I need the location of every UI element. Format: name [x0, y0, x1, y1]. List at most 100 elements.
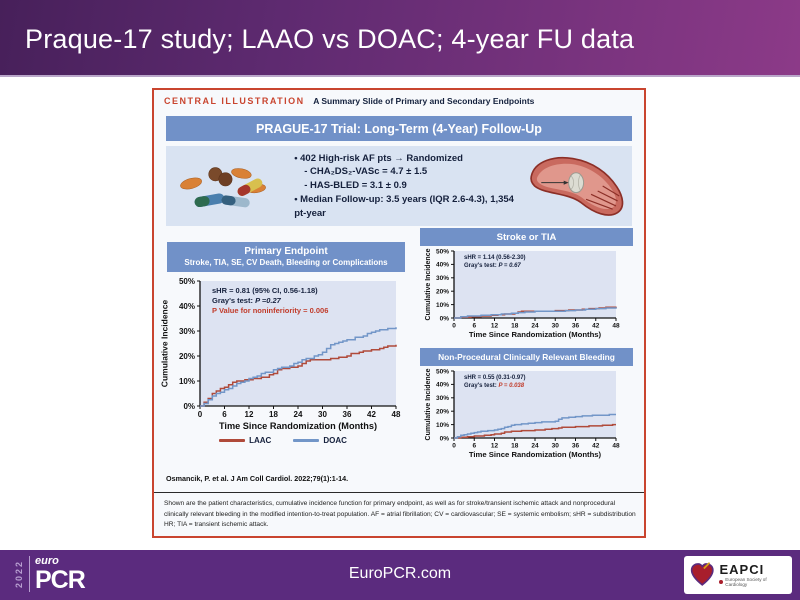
svg-text:30: 30	[552, 323, 560, 330]
svg-text:48: 48	[612, 443, 620, 450]
primary-endpoint-subtitle: Stroke, TIA, SE, CV Death, Bleeding or C…	[184, 258, 388, 268]
stat-grays-test: Gray's test: P = 0.67	[464, 263, 521, 270]
svg-text:50%: 50%	[179, 277, 195, 286]
central-illustration-label: CENTRAL ILLUSTRATION	[164, 96, 305, 106]
footer-band: 2022 euro PCR EuroPCR.com EAPCI European…	[0, 550, 800, 600]
eapci-logo: EAPCI European Society of Cardiology	[684, 556, 792, 594]
svg-text:Time Since Randomization (Mont: Time Since Randomization (Months)	[469, 450, 602, 459]
svg-text:50%: 50%	[436, 248, 449, 255]
svg-text:0%: 0%	[440, 315, 450, 322]
europcr-url: EuroPCR.com	[348, 565, 452, 582]
svg-text:12: 12	[245, 410, 254, 419]
svg-text:20%: 20%	[436, 289, 449, 296]
patient-info-panel: • 402 High-risk AF pts → Randomized - CH…	[166, 146, 632, 226]
svg-text:0: 0	[198, 410, 203, 419]
svg-text:18: 18	[511, 323, 519, 330]
bleeding-stats: sHR = 0.55 (0.31-0.97) Gray's test: P = …	[464, 374, 526, 390]
trial-bullets: • 402 High-risk AF pts → Randomized - CH…	[294, 152, 528, 221]
svg-text:24: 24	[294, 410, 303, 419]
svg-text:12: 12	[491, 323, 499, 330]
svg-text:10%: 10%	[436, 422, 449, 429]
svg-text:48: 48	[392, 410, 401, 419]
citation: Osmancik, P. et al. J Am Coll Cardiol. 2…	[166, 474, 349, 483]
caption-divider	[154, 492, 644, 493]
legend-laac: LAAC	[219, 436, 271, 445]
svg-text:50%: 50%	[436, 368, 449, 375]
legend-doac: DOAC	[293, 436, 347, 445]
svg-text:30: 30	[318, 410, 327, 419]
primary-endpoint-chart: 0 6 12 18 24 30 36 42 48 0% 10% 20% 30% 40% 50% Cumulat…	[160, 276, 406, 432]
svg-text:Cumulative Incidence: Cumulative Incidence	[425, 368, 432, 440]
stat-grays-test: Gray's test: P =0.27	[212, 296, 281, 306]
svg-text:12: 12	[491, 443, 499, 450]
bleeding-chart: 0 6 12 18 24 30 36 42 48 0% 10% 20% 30% 40% 50% Cumulat…	[424, 368, 624, 460]
trial-header-bar: PRAGUE-17 Trial: Long-Term (4-Year) Foll…	[166, 116, 632, 141]
svg-text:0: 0	[452, 323, 456, 330]
stroke-tia-stats: sHR = 1.14 (0.56-2.30) Gray's test: P = …	[464, 254, 526, 270]
central-illustration-label-row: CENTRAL ILLUSTRATION A Summary Slide of …	[164, 96, 534, 106]
svg-text:30: 30	[552, 443, 560, 450]
stat-noninferiority: P Value for noninferiority = 0.006	[212, 306, 329, 316]
eapci-subtitle: European Society of Cardiology	[719, 577, 786, 587]
svg-text:42: 42	[592, 323, 600, 330]
bullet-hasbled: - HAS-BLED = 3.1 ± 0.9	[304, 180, 407, 192]
svg-text:48: 48	[612, 323, 620, 330]
svg-text:0: 0	[452, 443, 456, 450]
stat-shr: sHR = 0.81 (95% CI, 0.56-1.18)	[212, 286, 318, 295]
svg-text:20%: 20%	[179, 352, 195, 361]
stroke-tia-header: Stroke or TIA	[420, 228, 633, 246]
svg-text:18: 18	[511, 443, 519, 450]
bullet-randomized: • 402 High-risk AF pts → Randomized	[294, 152, 463, 164]
header-band: Praque-17 study; LAAO vs DOAC; 4-year FU…	[0, 0, 800, 77]
svg-text:36: 36	[572, 323, 580, 330]
esc-dot-icon	[719, 580, 724, 585]
bullet-followup: • Median Follow-up: 3.5 years (IQR 2.6-4…	[294, 193, 514, 219]
svg-text:10%: 10%	[179, 377, 195, 386]
europcr-wordmark: euro PCR	[35, 554, 86, 594]
primary-endpoint-stats: sHR = 0.81 (95% CI, 0.56-1.18) Gray's te…	[212, 286, 328, 316]
bleeding-header: Non-Procedural Clinically Relevant Bleed…	[420, 348, 633, 366]
svg-text:0%: 0%	[183, 402, 195, 411]
svg-text:24: 24	[531, 443, 539, 450]
svg-text:40%: 40%	[436, 382, 449, 389]
stroke-tia-chart: 0 6 12 18 24 30 36 42 48 0% 10% 20% 30% 40% 50% Cumulat…	[424, 248, 624, 340]
svg-text:30%: 30%	[436, 275, 449, 282]
primary-endpoint-title: Primary Endpoint	[244, 246, 328, 258]
svg-text:20%: 20%	[436, 409, 449, 416]
central-illustration-box: CENTRAL ILLUSTRATION A Summary Slide of …	[152, 88, 646, 538]
svg-text:Time Since Randomization (Mont: Time Since Randomization (Months)	[469, 330, 602, 339]
svg-text:Cumulative Incidence: Cumulative Incidence	[425, 248, 432, 320]
figure-caption: Shown are the patient characteristics, c…	[164, 500, 636, 529]
svg-text:6: 6	[222, 410, 227, 419]
svg-text:18: 18	[269, 410, 278, 419]
stat-shr: sHR = 1.14 (0.56-2.30)	[464, 255, 526, 261]
legend-doac-label: DOAC	[323, 436, 347, 445]
svg-text:36: 36	[572, 443, 580, 450]
svg-text:24: 24	[531, 323, 539, 330]
pills-illustration	[180, 167, 266, 208]
stat-grays-test: Gray's test: P = 0.038	[464, 383, 525, 390]
svg-text:Time Since Randomization (Mont: Time Since Randomization (Months)	[219, 421, 377, 431]
svg-text:0%: 0%	[440, 435, 450, 442]
eapci-name: EAPCI	[719, 561, 765, 577]
doac-line-swatch	[293, 439, 320, 442]
svg-text:36: 36	[343, 410, 352, 419]
legend-laac-label: LAAC	[249, 436, 272, 445]
page-title: Praque-17 study; LAAO vs DOAC; 4-year FU…	[25, 24, 635, 54]
chart-legend: LAAC DOAC	[160, 436, 406, 445]
svg-text:6: 6	[472, 443, 476, 450]
logo-separator	[29, 556, 30, 592]
laac-line-swatch	[219, 439, 246, 442]
svg-text:42: 42	[367, 410, 376, 419]
central-illustration-subtitle: A Summary Slide of Primary and Secondary…	[313, 96, 535, 106]
primary-endpoint-header: Primary Endpoint Stroke, TIA, SE, CV Dea…	[167, 242, 405, 272]
eapci-heart-icon	[690, 562, 714, 586]
eapci-text: EAPCI European Society of Cardiology	[719, 561, 786, 587]
bullet-chadsvasc: - CHA₂DS₂-VASc = 4.7 ± 1.5	[304, 166, 428, 178]
svg-text:Cumulative Incidence: Cumulative Incidence	[160, 300, 170, 388]
svg-text:42: 42	[592, 443, 600, 450]
svg-text:30%: 30%	[179, 327, 195, 336]
svg-text:40%: 40%	[436, 262, 449, 269]
europcr-logo: 2022 euro PCR	[14, 554, 86, 594]
